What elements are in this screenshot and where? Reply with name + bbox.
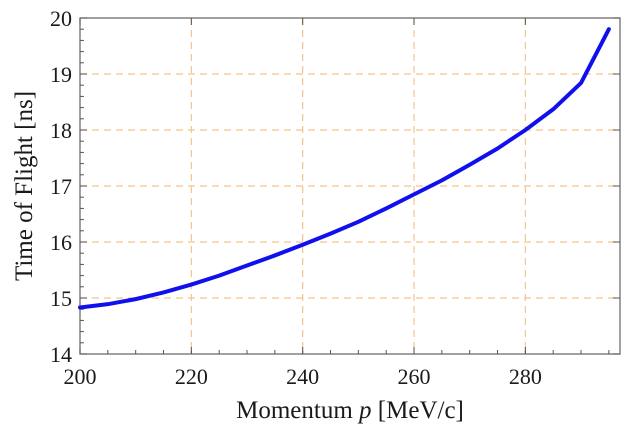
grid-lines: [80, 18, 620, 354]
axis-ticks: [79, 17, 620, 355]
y-tick-labels: 14 15 16 17 18 19 20: [50, 6, 72, 367]
x-tick-label: 280: [509, 364, 542, 389]
y-tick-label: 17: [50, 174, 72, 199]
x-axis-title-part: Momentum: [236, 397, 359, 424]
series-line: [78, 27, 611, 310]
x-axis-title: Momentum p [MeV/c]: [236, 397, 464, 424]
x-axis-title-variable: p: [357, 397, 372, 424]
y-tick-label: 15: [50, 286, 72, 311]
x-tick-label: 220: [175, 364, 208, 389]
x-tick-label: 200: [64, 364, 97, 389]
y-tick-label: 19: [50, 62, 72, 87]
y-tick-label: 14: [50, 342, 72, 367]
y-tick-label: 16: [50, 230, 72, 255]
x-tick-label: 240: [286, 364, 319, 389]
y-tick-label: 20: [50, 6, 72, 31]
y-tick-label: 18: [50, 118, 72, 143]
y-axis-title: Time of Flight [ns]: [11, 91, 38, 281]
x-axis-title-unit: [MeV/c]: [372, 397, 464, 424]
x-tick-labels: 200 220 240 260 280: [64, 364, 542, 389]
x-tick-label: 260: [398, 364, 431, 389]
series-layer: [78, 27, 611, 310]
